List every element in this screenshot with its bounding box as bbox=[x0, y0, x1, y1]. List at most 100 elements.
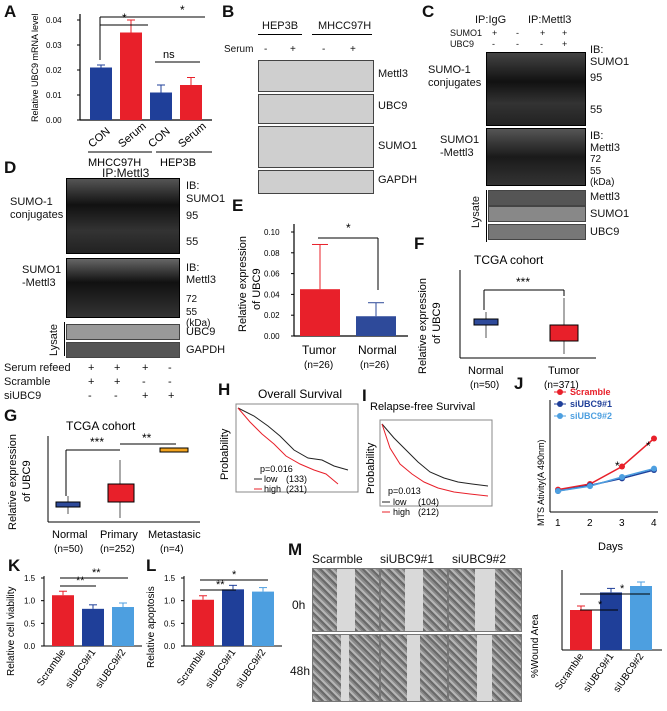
panel-h-p: p=0.016 bbox=[260, 464, 293, 474]
panel-k-sig-1: ** bbox=[76, 575, 85, 587]
panel-a-ytick: 0.04 bbox=[46, 16, 62, 25]
panel-d-row: Scramble bbox=[4, 376, 51, 388]
panel-b-sign: - bbox=[322, 44, 326, 55]
ytick: 0.0 bbox=[164, 642, 176, 651]
panel-label-i: I bbox=[362, 386, 367, 405]
panel-d-ib2b: Mettl3 bbox=[186, 274, 216, 286]
panel-m-sig-1: * bbox=[598, 599, 603, 611]
panel-b-serum-label: Serum bbox=[224, 44, 254, 55]
panel-k-sig-2: ** bbox=[92, 567, 101, 579]
panel-c-ib1b: SUMO1 bbox=[590, 56, 630, 68]
panel-label-m: M bbox=[288, 540, 303, 559]
panel-e-bar bbox=[356, 316, 396, 336]
panel-e-ylabel-1: Relative expression bbox=[237, 236, 249, 332]
panel-f-title: TCGA cohort bbox=[474, 253, 544, 267]
panel-label-c: C bbox=[422, 2, 435, 21]
panel-a-xtick: Serum bbox=[116, 120, 149, 150]
xtick: siUBC9#2 bbox=[234, 647, 269, 691]
panel-c-m95: 95 bbox=[590, 72, 603, 84]
panel-i-chart: Relapse-free Survival Probability p=0.01… bbox=[365, 401, 493, 517]
panel-d-sign: + bbox=[168, 390, 175, 402]
panel-j-point bbox=[651, 465, 657, 472]
wound-image bbox=[380, 568, 448, 632]
panel-c-sumo-mettl3: SUMO1 -Mettl3 bbox=[440, 134, 480, 159]
panel-h-high: high bbox=[264, 484, 281, 494]
panel-a-sig-3: ns bbox=[163, 49, 175, 61]
panel-l-ylabel: Relative apoptosis bbox=[146, 586, 157, 668]
panel-j-point bbox=[619, 463, 625, 470]
panel-d-sign: + bbox=[114, 362, 121, 374]
panel-c-sign: - bbox=[516, 28, 519, 38]
panel-i-low-curve bbox=[381, 423, 489, 487]
panel-j-xtick: 2 bbox=[587, 518, 593, 529]
panel-a-xtick: CON bbox=[86, 125, 112, 150]
panel-e-ytick: 0.04 bbox=[264, 290, 280, 299]
panel-d-kda: (kDa) bbox=[186, 318, 211, 329]
panel-i-low: low bbox=[393, 497, 407, 507]
panel-j-point bbox=[587, 483, 593, 490]
panel-m-col-3: siUBC9#2 bbox=[452, 552, 507, 566]
panel-b-cell-2: MHCC97H bbox=[318, 20, 372, 32]
bar bbox=[192, 599, 214, 646]
panel-b-sign: - bbox=[264, 44, 268, 55]
panel-c-sign: + bbox=[562, 39, 568, 49]
panel-e-bar bbox=[300, 289, 340, 336]
panel-g-ylabel-1: Relative expression bbox=[7, 434, 19, 530]
panel-d-ib2: IB: bbox=[186, 262, 200, 274]
panel-g-ylabel-2: of UBC9 bbox=[21, 460, 33, 502]
panel-c-row2: UBC9 bbox=[450, 39, 475, 49]
panel-j-legend-2: siUBC9#1 bbox=[570, 399, 612, 409]
panel-j-sig-1: * bbox=[615, 459, 620, 473]
panel-f-box-normal bbox=[473, 318, 499, 326]
panel-m-col-2: siUBC9#1 bbox=[380, 552, 435, 566]
panel-i-title: Relapse-free Survival bbox=[370, 401, 475, 413]
panel-label-b: B bbox=[222, 2, 235, 21]
panel-i-p: p=0.013 bbox=[388, 486, 421, 496]
panel-a-sig-1: * bbox=[122, 11, 127, 25]
panel-c-sign: - bbox=[492, 39, 495, 49]
panel-m-row-2: 48h bbox=[290, 664, 311, 678]
panel-c-lys-label: Mettl3 bbox=[590, 191, 620, 203]
panel-f-box-tumor bbox=[549, 324, 579, 342]
panel-c-lysate: Lysate bbox=[470, 195, 482, 228]
panel-a-bar bbox=[120, 32, 142, 120]
panel-e-ytick: 0.08 bbox=[264, 249, 280, 258]
panel-j-xtick: 4 bbox=[651, 518, 657, 529]
bar bbox=[252, 591, 274, 646]
panel-g-g2: Primary bbox=[100, 529, 138, 541]
panel-d-lysate: Lysate bbox=[48, 323, 60, 356]
panel-h-high-curve bbox=[237, 407, 339, 485]
bar bbox=[52, 595, 74, 646]
panel-c-conj: SUMO-1 conjugates bbox=[428, 64, 482, 89]
panel-c-ib2b: Mettl3 bbox=[590, 142, 620, 154]
panel-c-row1: SUMO1 bbox=[450, 28, 483, 38]
panel-g-sig1: *** bbox=[90, 435, 104, 449]
panel-a-xtick: CON bbox=[146, 125, 172, 150]
panel-d-row: siUBC9 bbox=[4, 390, 42, 402]
panel-c-lys-ubc9 bbox=[488, 224, 586, 240]
panel-b-cell-1: HEP3B bbox=[262, 20, 299, 32]
panel-d-sign: + bbox=[114, 376, 121, 388]
panel-k-ylabel: Relative cell viability bbox=[6, 587, 17, 676]
ytick: 1.0 bbox=[164, 597, 176, 606]
panel-label-f: F bbox=[414, 234, 425, 253]
xtick: Scramble bbox=[175, 647, 208, 688]
panel-d-lys-label: UBC9 bbox=[186, 326, 216, 338]
panel-l-sig-2: * bbox=[232, 569, 237, 581]
panel-g-box-normal bbox=[55, 501, 81, 508]
panel-b-sign: + bbox=[350, 44, 356, 55]
panel-e-xtick: Normal bbox=[358, 343, 397, 357]
panel-h-chart: Overall Survival Probability p=0.016 low… bbox=[219, 387, 359, 494]
xtick: siUBC9#2 bbox=[94, 647, 129, 691]
panel-d-m55b: 55 bbox=[186, 307, 198, 318]
panel-l-sig-1: ** bbox=[216, 579, 225, 591]
panel-f-ylabel-1: Relative expression bbox=[417, 278, 429, 374]
panel-h-low-curve bbox=[237, 407, 349, 471]
panel-d-blot-sumo1 bbox=[66, 178, 180, 254]
panel-j-xtick: 3 bbox=[619, 518, 625, 529]
panel-j-point bbox=[651, 435, 657, 442]
panel-a-group-1: MHCC97H bbox=[88, 157, 141, 169]
panel-j-line bbox=[557, 437, 655, 491]
panel-e-sig: * bbox=[346, 221, 351, 235]
panel-c-lys-label: UBC9 bbox=[590, 226, 620, 238]
